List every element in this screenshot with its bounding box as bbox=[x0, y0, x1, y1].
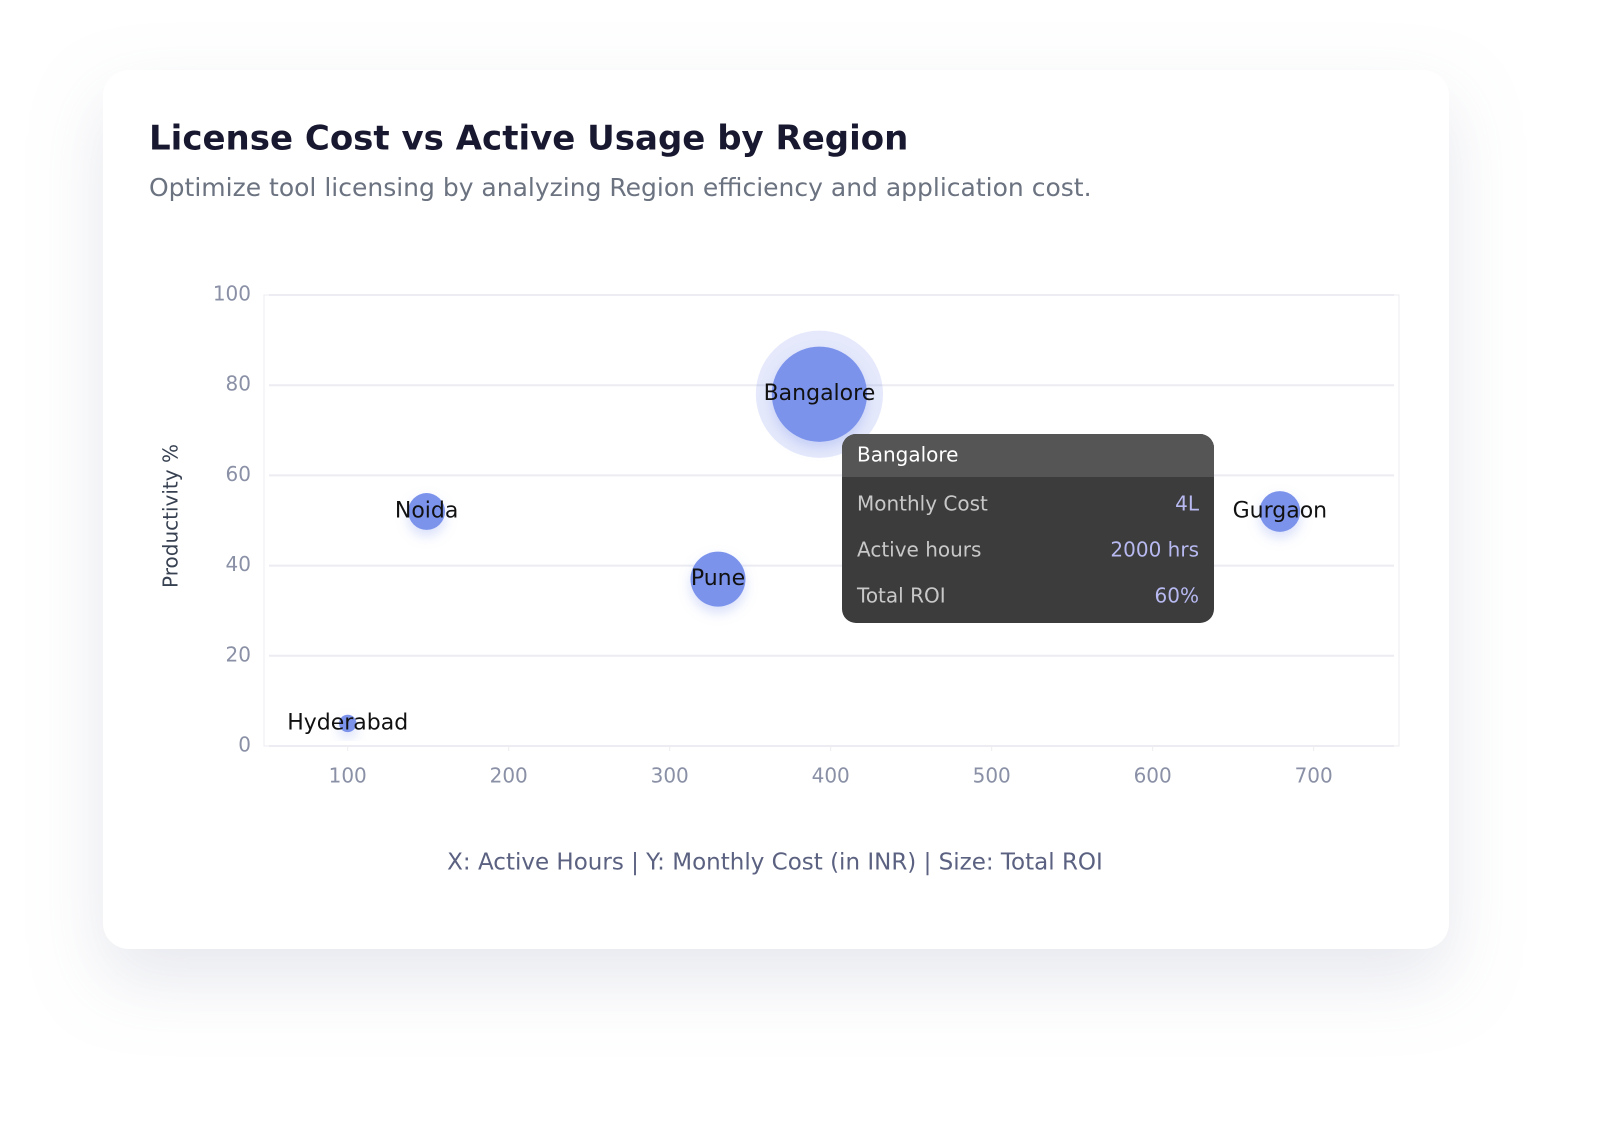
tooltip-header bbox=[842, 434, 1214, 477]
bubble-label: Hyderabad bbox=[287, 710, 408, 735]
bubble-label: Gurgaon bbox=[1233, 498, 1328, 523]
bubble bbox=[1259, 491, 1301, 532]
tooltip-label: Monthly Cost bbox=[857, 492, 988, 516]
tooltip-title: Bangalore bbox=[857, 443, 958, 467]
y-tick-label: 0 bbox=[238, 733, 251, 757]
x-tick-label: 300 bbox=[651, 764, 689, 788]
x-tick-label: 700 bbox=[1295, 764, 1333, 788]
chart-title: License Cost vs Active Usage by Region bbox=[149, 119, 908, 159]
chart-subtitle: Optimize tool licensing by analyzing Reg… bbox=[149, 173, 1092, 202]
bubble bbox=[690, 551, 746, 607]
y-tick-label: 40 bbox=[226, 552, 251, 576]
bubbles: Hyderabad Noida Pune Bangalore Gurgaon bbox=[287, 330, 1328, 735]
y-tick-label: 20 bbox=[226, 642, 251, 666]
x-tick-label: 600 bbox=[1134, 764, 1172, 788]
y-tick-label: 60 bbox=[226, 462, 251, 486]
card bbox=[103, 70, 1449, 949]
tooltip-value: 4L bbox=[1175, 492, 1200, 516]
x-tick-label: 500 bbox=[973, 764, 1011, 788]
y-tick-label: 80 bbox=[226, 372, 251, 396]
tooltip-value: 2000 hrs bbox=[1110, 538, 1199, 562]
bubble bbox=[408, 493, 446, 530]
y-axis-label: Productivity % bbox=[159, 444, 183, 588]
bubble-label: Noida bbox=[395, 498, 458, 523]
tooltip-box bbox=[842, 434, 1214, 623]
x-tick-label: 400 bbox=[812, 764, 850, 788]
tooltip: Bangalore Monthly Cost 4L Active hours 2000… bbox=[842, 434, 1214, 623]
bubble bbox=[339, 714, 357, 733]
tooltip-value: 60% bbox=[1155, 584, 1199, 608]
y-tick-label: 100 bbox=[213, 282, 251, 306]
bubble-label: Bangalore bbox=[764, 381, 876, 406]
bubble-label: Pune bbox=[691, 566, 745, 591]
bubble bbox=[771, 346, 868, 442]
x-tick-label: 200 bbox=[490, 764, 528, 788]
tooltip-label: Total ROI bbox=[856, 584, 946, 608]
x-tick-label: 100 bbox=[329, 764, 367, 788]
chart-note: X: Active Hours | Y: Monthly Cost (in IN… bbox=[447, 850, 1103, 876]
tooltip-label: Active hours bbox=[857, 538, 981, 562]
